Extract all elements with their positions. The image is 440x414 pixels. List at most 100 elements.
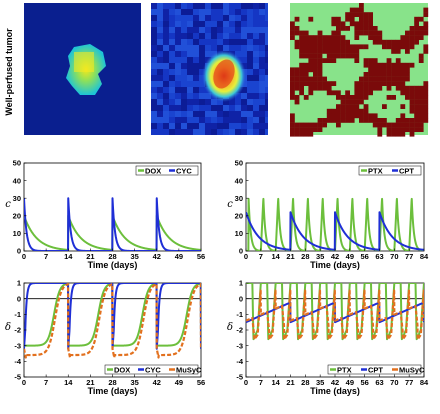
x-tick-label: 49 <box>175 378 183 387</box>
y-tick-label: -1 <box>14 310 21 319</box>
x-axis-label: Time (days) <box>310 260 360 270</box>
legend-entry: DOX <box>145 166 161 175</box>
x-tick-label: 28 <box>301 252 309 261</box>
x-tick-label: 21 <box>86 252 94 261</box>
x-tick-label: 28 <box>108 252 116 261</box>
y-tick-label: -4 <box>236 357 243 366</box>
legend-entry: CYC <box>145 365 161 374</box>
x-tick-label: 21 <box>286 252 294 261</box>
x-tick-label: 35 <box>316 252 324 261</box>
x-tick-label: 14 <box>271 378 280 387</box>
x-tick-label: 14 <box>64 378 73 387</box>
y-tick-label: 0 <box>17 294 21 303</box>
x-tick-label: 42 <box>331 252 339 261</box>
x-tick-label: 42 <box>153 378 161 387</box>
y-tick-label: -2 <box>14 326 21 335</box>
x-tick-label: 70 <box>390 378 398 387</box>
legend-entry: MuSyC <box>176 365 202 374</box>
y-tick-label: -5 <box>14 373 21 382</box>
chart-c-dox-cyc: 0 7 14 21 28 35 42 49 56 0 10 20 30 40 50 Time (days) c D… <box>5 159 205 270</box>
legend-entry: CPT <box>368 365 383 374</box>
x-tick-label: 0 <box>244 378 248 387</box>
x-tick-label: 63 <box>375 252 383 261</box>
heatmap-vasculature <box>151 3 268 135</box>
y-tick-label: -1 <box>236 310 243 319</box>
legend <box>135 165 199 176</box>
x-tick-label: 21 <box>286 378 294 387</box>
y-axis-label: c <box>5 199 11 210</box>
x-tick-label: 56 <box>197 252 205 261</box>
x-tick-label: 14 <box>271 252 280 261</box>
x-tick-label: 49 <box>175 252 183 261</box>
x-tick-label: 35 <box>316 378 324 387</box>
y-tick-label: 1 <box>239 279 243 288</box>
y-axis-label: c <box>227 199 233 210</box>
heatmap-binary-pattern <box>290 3 429 137</box>
y-tick-label: 30 <box>235 194 243 203</box>
x-tick-label: 0 <box>22 252 26 261</box>
x-tick-label: 56 <box>197 378 205 387</box>
chart-c-ptx-cpt: 0 7 14 21 28 35 42 49 56 63 70 77 84 0 10 20 30 40 50 Time … <box>227 159 429 270</box>
y-tick-label: 0 <box>17 247 21 256</box>
x-axis-label: Time (days) <box>88 260 138 270</box>
y-tick-label: 40 <box>13 176 21 185</box>
x-axis-label: Time (days) <box>310 386 360 396</box>
series-line-cpt <box>246 211 424 251</box>
legend <box>358 165 422 176</box>
x-tick-label: 56 <box>360 252 368 261</box>
x-tick-label: 7 <box>259 378 263 387</box>
legend-entry: DOX <box>114 365 130 374</box>
heatmap-tumor-mask <box>24 3 141 135</box>
y-axis-label: δ <box>5 322 11 333</box>
legend <box>104 364 199 375</box>
x-tick-label: 70 <box>390 252 398 261</box>
x-tick-label: 49 <box>346 378 354 387</box>
x-tick-label: 35 <box>130 378 138 387</box>
x-tick-label: 21 <box>86 378 94 387</box>
series-line-musyc <box>24 283 201 359</box>
x-tick-label: 35 <box>130 252 138 261</box>
y-tick-label: -2 <box>236 326 243 335</box>
legend <box>327 364 422 375</box>
y-tick-label: 10 <box>13 229 21 238</box>
y-axis-label: δ <box>227 322 233 333</box>
legend-entry: CYC <box>176 166 192 175</box>
legend-entry: PTX <box>368 166 383 175</box>
y-tick-label: -5 <box>236 373 243 382</box>
x-tick-label: 77 <box>405 252 413 261</box>
y-tick-label: 40 <box>235 176 243 185</box>
legend-entry: CPT <box>399 166 414 175</box>
x-tick-label: 28 <box>301 378 309 387</box>
y-tick-label: 30 <box>13 194 21 203</box>
x-tick-label: 84 <box>420 252 429 261</box>
y-tick-label: 1 <box>17 279 21 288</box>
y-tick-label: 20 <box>13 212 21 221</box>
series-line-musyc <box>246 289 424 341</box>
y-tick-label: 0 <box>239 294 243 303</box>
x-tick-label: 0 <box>22 378 26 387</box>
x-tick-label: 7 <box>44 252 48 261</box>
x-tick-label: 49 <box>346 252 354 261</box>
x-tick-label: 14 <box>64 252 73 261</box>
legend-entry: PTX <box>337 365 352 374</box>
chart-delta-ptx-cpt: 0 7 14 21 28 35 42 49 56 63 70 77 84 -5 -4 -3 -2 -1 0 1 Time… <box>227 279 429 396</box>
x-tick-label: 7 <box>259 252 263 261</box>
y-tick-label: -3 <box>14 341 21 350</box>
x-axis-label: Time (days) <box>88 386 138 396</box>
x-tick-label: 42 <box>153 252 161 261</box>
y-tick-label: -3 <box>236 341 243 350</box>
y-tick-label: 20 <box>235 212 243 221</box>
y-tick-label: 10 <box>235 229 243 238</box>
x-tick-label: 42 <box>331 378 339 387</box>
legend-entry: MuSyC <box>399 365 425 374</box>
x-tick-label: 0 <box>244 252 248 261</box>
x-tick-label: 63 <box>375 378 383 387</box>
y-tick-label: -4 <box>14 357 21 366</box>
chart-delta-dox-cyc: 0 7 14 21 28 35 42 49 56 -5 -4 -3 -2 -1 0 1 Time (days) δ… <box>5 279 205 396</box>
x-tick-label: 7 <box>44 378 48 387</box>
series-line-cyc <box>24 197 201 251</box>
x-tick-label: 56 <box>360 378 368 387</box>
x-tick-label: 84 <box>420 378 429 387</box>
y-tick-label: 0 <box>239 247 243 256</box>
